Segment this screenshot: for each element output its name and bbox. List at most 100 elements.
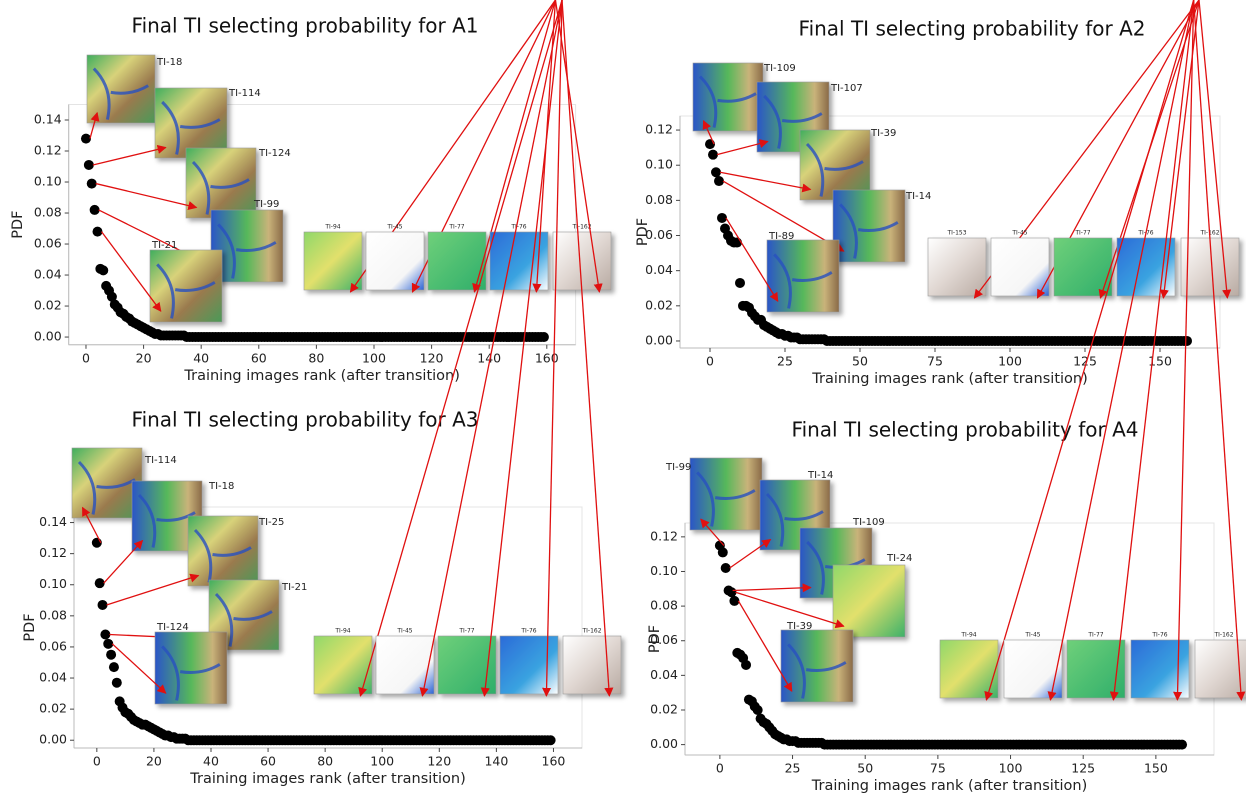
y-tick-label: 0.08 [39,607,67,622]
arrow [96,184,197,208]
data-point [1177,740,1187,750]
data-point [539,332,549,342]
data-point [718,547,728,557]
data-point [732,238,742,248]
thumbnail-label: TI-76 [1151,632,1167,639]
thumbnail-label: TI-24 [886,553,912,564]
thumbnail-label: TI-89 [768,231,794,242]
thumbnail-label: TI-45 [386,224,402,231]
thumbnail-label: TI-77 [458,628,474,635]
chart-title: Final TI selecting probability for A4 [792,418,1139,442]
y-tick-label: 0.10 [650,563,678,578]
y-tick-label: 0.08 [650,598,678,613]
y-tick-label: 0.12 [650,528,678,543]
thumbnail [553,232,611,290]
x-tick-label: 40 [193,350,209,365]
arrow [562,0,609,696]
y-axis-label: PDF [635,218,651,246]
y-tick-label: 0.14 [34,112,62,127]
thumbnail [928,238,986,296]
thumbnail-label: TI-21 [151,240,177,251]
y-tick-label: 0.02 [645,297,673,312]
thumbnail-label: TI-94 [334,628,350,635]
x-tick-label: 100 [999,761,1023,776]
thumbnail-label: TI-39 [786,621,812,632]
x-tick-label: 60 [251,350,267,365]
data-point [81,134,91,144]
x-tick-label: 75 [930,761,946,776]
thumbnail-label: TI-18 [156,57,182,68]
x-tick-label: 80 [317,754,333,769]
x-tick-label: 150 [1144,761,1168,776]
y-tick-label: 0.02 [39,701,67,716]
thumbnail-label: TI-14 [807,470,833,481]
y-tick-label: 0.06 [34,236,62,251]
data-point [721,563,731,573]
thumbnail-label: TI-109 [763,63,796,74]
x-axis-label: Training images rank (after transition) [189,771,466,787]
y-tick-label: 0.14 [39,514,67,529]
data-point [735,278,745,288]
thumbnail-label: TI-77 [1074,230,1090,237]
arrow [986,0,1193,700]
thumbnail [1131,640,1189,698]
data-point [98,600,108,610]
thumbnail-label: TI-99 [253,199,279,210]
data-point [98,265,108,275]
data-point [93,227,103,237]
arrow [730,540,771,569]
data-point [100,629,110,639]
data-point [708,150,718,160]
thumbnail [1004,640,1062,698]
x-tick-label: 25 [785,761,801,776]
thumbnail-label: TI-162 [1213,632,1233,639]
x-tick-label: 50 [857,761,873,776]
thumbnail [304,232,362,290]
data-point [711,167,721,177]
y-tick-label: 0.04 [645,262,673,277]
thumbnail-label: TI-45 [396,628,412,635]
x-axis-label: Training images rank (after transition) [183,368,460,384]
thumbnail-label: TI-45 [1011,230,1027,237]
arrow [1113,0,1193,700]
y-tick-label: 0.08 [645,192,673,207]
x-axis-label: Training images rank (after transition) [811,371,1088,387]
thumbnail [1117,238,1175,296]
thumbnail-label: TI-99 [665,462,691,473]
x-tick-label: 160 [542,754,566,769]
thumbnail-label: TI-94 [960,632,976,639]
y-tick-label: 0.04 [34,267,62,282]
x-tick-label: 120 [420,350,444,365]
x-tick-label: 80 [308,350,324,365]
x-tick-label: 140 [484,754,508,769]
y-axis-label: PDF [22,613,38,641]
data-point [753,705,763,715]
x-tick-label: 75 [927,354,943,369]
y-axis-label: PDF [10,211,26,239]
x-tick-label: 20 [146,754,162,769]
thumbnail-label: TI-45 [1024,632,1040,639]
arrow [733,588,811,591]
data-point [112,678,122,688]
y-tick-label: 0.06 [39,638,67,653]
thumbnail-label: TI-109 [852,517,885,528]
data-point [106,650,116,660]
data-point [741,660,751,670]
data-point [95,578,105,588]
arrow [1050,0,1193,700]
x-tick-label: 120 [427,754,451,769]
thumbnail-label: TI-162 [581,628,601,635]
x-tick-label: 160 [535,350,559,365]
data-point [109,662,119,672]
y-tick-label: 0.02 [34,298,62,313]
y-tick-label: 0.00 [645,332,673,347]
thumbnail-label: TI-114 [228,88,261,99]
y-tick-label: 0.00 [34,329,62,344]
thumbnail-label: TI-76 [520,628,536,635]
x-tick-label: 100 [362,350,386,365]
x-tick-label: 100 [370,754,394,769]
thumbnail-label: TI-18 [208,481,234,492]
x-tick-label: 60 [260,754,276,769]
y-tick-label: 0.04 [39,670,67,685]
data-point [87,179,97,189]
